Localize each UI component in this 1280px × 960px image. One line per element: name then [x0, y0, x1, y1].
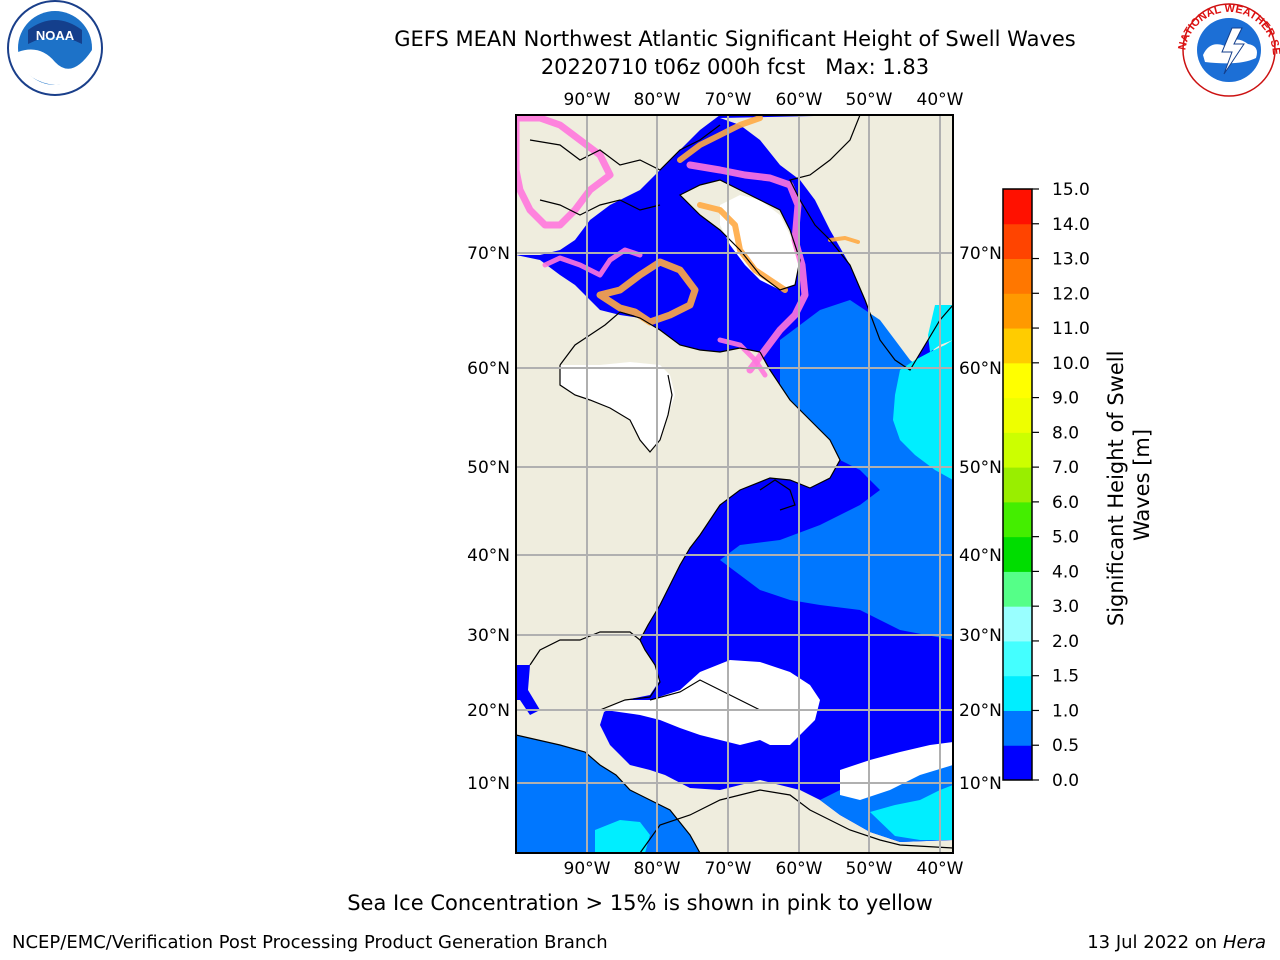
- colorbar-tick-label: 3.0: [1052, 597, 1079, 617]
- footer-date: 13 Jul 2022 on Hera: [1087, 932, 1266, 953]
- colorbar-label-line1: Significant Height of Swell: [1104, 351, 1128, 627]
- lon-label-bottom: 80°W: [634, 859, 681, 879]
- colorbar-segment: [1003, 397, 1032, 433]
- colorbar-tick-label: 2.0: [1052, 632, 1079, 652]
- lon-label-top: 70°W: [705, 90, 752, 110]
- colorbar-tick-label: 0.5: [1052, 736, 1079, 756]
- footer-host: Hera: [1222, 932, 1266, 953]
- colorbar-segment: [1003, 328, 1032, 364]
- colorbar-segment: [1003, 571, 1032, 607]
- colorbar-label-line2: Waves [m]: [1130, 429, 1154, 541]
- colorbar-tick-label: 13.0: [1052, 250, 1090, 270]
- colorbar-segment: [1003, 501, 1032, 538]
- colorbar: [1003, 189, 1032, 781]
- colorbar-segment: [1003, 536, 1032, 572]
- nodata-hudson-bay: [560, 362, 675, 450]
- lat-label-right: 20°N: [959, 701, 1002, 721]
- lat-label-right: 10°N: [959, 774, 1002, 794]
- lat-label-left: 20°N: [467, 701, 510, 721]
- land-south-america: [640, 790, 953, 853]
- colorbar-tick-label: 7.0: [1052, 458, 1079, 478]
- map-area: [516, 115, 953, 853]
- lat-label-right: 70°N: [959, 244, 1002, 264]
- ocean-1-1.5m: [595, 820, 650, 853]
- colorbar-frame: [1002, 188, 1033, 781]
- colorbar-ticks: 0.0 0.5 1.0 1.5 2.0 3.0 4.0 5.0 6.0 7.0 8.0 9.0 10.0…: [1032, 180, 1090, 791]
- lon-label-top: 50°W: [846, 90, 893, 110]
- noaa-logo: NOAA: [7, 0, 103, 96]
- lat-label-left: 30°N: [467, 626, 510, 646]
- lat-label-left: 10°N: [467, 774, 510, 794]
- lat-label-right: 30°N: [959, 626, 1002, 646]
- lat-labels-right: 70°N 60°N 50°N 40°N 30°N 20°N 10°N: [959, 244, 1002, 794]
- map-subtitle: 20220710 t06z 000h fcst Max: 1.83: [540, 55, 930, 79]
- colorbar-segment: [1003, 745, 1032, 781]
- colorbar-label: Significant Height of Swell Waves [m]: [1104, 344, 1154, 626]
- sea-ice-note: Sea Ice Concentration > 15% is shown in …: [347, 891, 933, 915]
- colorbar-tick-label: 0.0: [1052, 771, 1079, 791]
- ocean-1-1.5m: [870, 785, 953, 840]
- colorbar-tick-label: 14.0: [1052, 215, 1090, 235]
- colorbar-tick-label: 15.0: [1052, 180, 1090, 200]
- lon-label-bottom: 60°W: [776, 859, 823, 879]
- ocean-1-1.5m: [893, 340, 953, 480]
- colorbar-segment: [1003, 675, 1032, 711]
- lon-label-top: 90°W: [564, 90, 611, 110]
- lat-labels-left: 70°N 60°N 50°N 40°N 30°N 20°N 10°N: [467, 244, 510, 794]
- map-frame: [515, 114, 954, 854]
- lon-label-bottom: 40°W: [917, 859, 964, 879]
- footer-date-text: 13 Jul 2022 on: [1087, 932, 1223, 953]
- colorbar-tick-label: 6.0: [1052, 493, 1079, 513]
- colorbar-tick-label: 4.0: [1052, 562, 1079, 582]
- colorbar-segment: [1003, 432, 1032, 468]
- colorbar-tick-label: 10.0: [1052, 354, 1090, 374]
- map-title: GEFS MEAN Northwest Atlantic Significant…: [394, 27, 1076, 51]
- colorbar-tick-label: 11.0: [1052, 319, 1090, 339]
- nodata-foxe-basin: [720, 195, 800, 290]
- colorbar-tick-label: 9.0: [1052, 389, 1079, 409]
- lat-label-left: 70°N: [467, 244, 510, 264]
- lat-label-left: 60°N: [467, 359, 510, 379]
- lon-label-bottom: 90°W: [564, 859, 611, 879]
- colorbar-tick-label: 5.0: [1052, 528, 1079, 548]
- nodata-caribbean: [605, 660, 820, 745]
- nws-logo-text: NATIONAL WEATHER SERVICE: [0, 0, 1280, 55]
- colorbar-segment: [1003, 640, 1032, 677]
- colorbar-tick-label: 1.0: [1052, 701, 1079, 721]
- lon-label-top: 40°W: [917, 90, 964, 110]
- lon-label-top: 60°W: [776, 90, 823, 110]
- colorbar-segment: [1003, 467, 1032, 503]
- noaa-logo-text: NOAA: [36, 28, 75, 43]
- lon-labels-top: 90°W 80°W 70°W 60°W 50°W 40°W: [564, 90, 964, 110]
- colorbar-tick-label: 8.0: [1052, 423, 1079, 443]
- lat-label-right: 40°N: [959, 546, 1002, 566]
- lat-label-left: 40°N: [467, 546, 510, 566]
- footer-credit: NCEP/EMC/Verification Post Processing Pr…: [12, 932, 608, 953]
- lon-label-top: 80°W: [634, 90, 681, 110]
- lon-label-bottom: 50°W: [846, 859, 893, 879]
- land-north-america: [516, 115, 953, 853]
- land-greenland: [720, 115, 953, 370]
- colorbar-segment: [1003, 362, 1032, 399]
- colorbar-tick-label: 12.0: [1052, 284, 1090, 304]
- colorbar-segment: [1003, 710, 1032, 746]
- colorbar-segment: [1003, 606, 1032, 642]
- colorbar-segment: [1003, 293, 1032, 329]
- nws-logo: NATIONAL WEATHER SERVICE: [0, 0, 1280, 97]
- lon-label-bottom: 70°W: [705, 859, 752, 879]
- colorbar-tick-label: 1.5: [1052, 667, 1079, 687]
- colorbar-segment: [1003, 223, 1032, 260]
- ocean-0.5-1m: [516, 735, 700, 853]
- lat-label-right: 60°N: [959, 359, 1002, 379]
- lat-label-right: 50°N: [959, 458, 1002, 478]
- graticule: [516, 115, 953, 853]
- lat-label-left: 50°N: [467, 458, 510, 478]
- colorbar-segment: [1003, 189, 1032, 225]
- lon-labels-bottom: 90°W 80°W 70°W 60°W 50°W 40°W: [564, 859, 964, 879]
- colorbar-segment: [1003, 258, 1032, 294]
